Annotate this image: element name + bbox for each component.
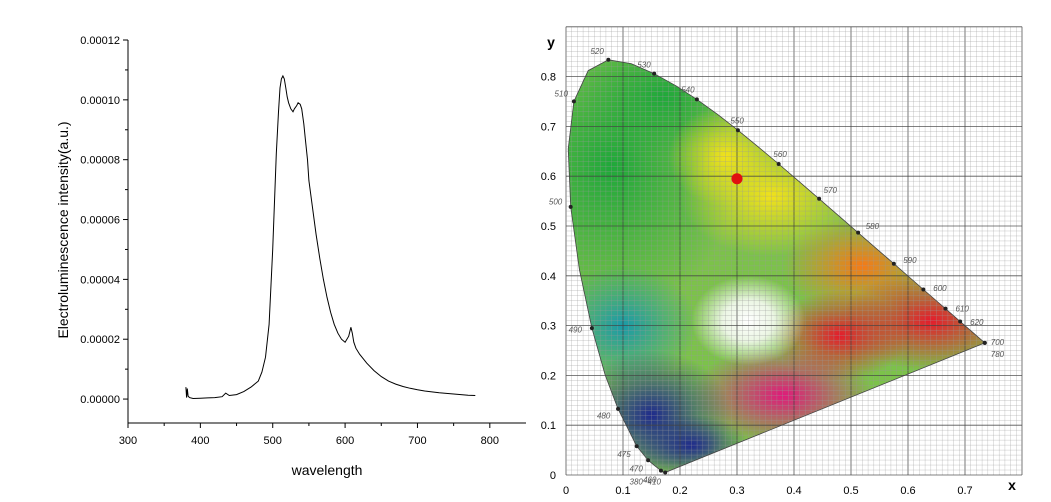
el-x-tick-label: 400	[191, 435, 209, 447]
cie-locus-dot	[694, 97, 699, 102]
el-x-axis-title: wavelength	[291, 462, 363, 478]
cie-y-tick-label: 0.6	[541, 171, 556, 183]
cie-wavelength-label: 460	[643, 475, 657, 484]
cie-locus-dot	[982, 340, 987, 345]
cie-locus-dot	[646, 458, 651, 463]
el-y-tick-label: 0.00000	[80, 394, 120, 406]
cie-locus-dot	[652, 71, 657, 76]
cie-wavelength-label: 620	[970, 318, 984, 327]
cie-wavelength-label: 380~410	[630, 478, 662, 487]
cie-x-tick-label: 0.1	[615, 485, 630, 497]
cie-wavelength-label: 560	[773, 150, 787, 159]
cie-y-axis-title: y	[547, 34, 555, 50]
cie-y-tick-label: 0.2	[541, 370, 556, 382]
cie-y-tick-label: 0.4	[541, 271, 556, 283]
el-x-tick-label: 500	[264, 435, 282, 447]
el-y-tick-label: 0.00008	[80, 155, 120, 167]
el-y-axis-title: Electroluminescence intensity(a.u.)	[55, 121, 71, 338]
cie-wavelength-label: 700	[991, 338, 1005, 347]
cie-x-tick-label: 0.2	[672, 485, 687, 497]
cie-locus-dot	[776, 161, 781, 166]
cie-grid	[565, 26, 1023, 476]
cie-locus-dot	[634, 444, 639, 449]
cie-y-ticks: 0 0.1 0.2 0.3 0.4 0.5 0.6 0.7 0.8	[541, 72, 556, 482]
el-x-ticks: 300 400 500 600 700 800	[119, 423, 499, 447]
el-y-tick-label: 0.00004	[80, 274, 120, 286]
cie-locus-dot	[817, 196, 822, 201]
el-spectrum-line	[185, 74, 476, 400]
cie-wavelength-label: 570	[824, 186, 838, 195]
cie-wavelength-label: 590	[903, 256, 917, 265]
el-x-tick-label: 800	[481, 435, 499, 447]
cie-locus-dot	[571, 99, 576, 104]
cie-wavelength-label: 475	[617, 450, 631, 459]
cie-measured-point	[731, 173, 743, 185]
cie-x-tick-label: 0.7	[957, 485, 972, 497]
cie-wavelength-label: 530	[637, 60, 651, 69]
cie-wavelength-label: 540	[681, 86, 695, 95]
cie-wavelength-label: 490	[569, 325, 583, 334]
el-y-tick-label: 0.00006	[80, 215, 120, 227]
cie-wavelength-label: 500	[549, 197, 563, 206]
cie-x-tick-label: 0.5	[843, 485, 858, 497]
cie-wavelength-label: 580	[866, 222, 880, 231]
cie-x-axis-title: x	[1008, 477, 1016, 493]
cie-wavelength-label: 520	[590, 47, 604, 56]
cie-y-tick-label: 0.8	[541, 72, 556, 84]
el-spectrum-chart: 300 400 500 600 700 800 0.00000 0.00002 0.00004…	[55, 35, 526, 478]
cie-locus-dot	[616, 406, 621, 411]
cie-y-tick-label: 0.7	[541, 121, 556, 133]
cie-locus-dot	[735, 128, 740, 133]
cie-locus-dot	[589, 326, 594, 331]
cie-locus-dot	[921, 287, 926, 292]
cie-locus-dot	[568, 204, 573, 209]
cie-locus-dot	[856, 230, 861, 235]
el-x-tick-label: 300	[119, 435, 137, 447]
cie-locus-dot	[943, 306, 948, 311]
cie-locus-dot	[958, 319, 963, 324]
el-y-tick-label: 0.00002	[80, 334, 120, 346]
el-x-tick-label: 700	[408, 435, 426, 447]
cie-y-tick-label: 0	[550, 470, 556, 482]
cie-y-tick-label: 0.5	[541, 221, 556, 233]
cie-wavelength-label: 780	[991, 350, 1005, 359]
cie-x-tick-label: 0.6	[900, 485, 915, 497]
el-y-ticks: 0.00000 0.00002 0.00004 0.00006 0.00008 0.000…	[80, 35, 128, 406]
cie-points	[731, 173, 743, 185]
cie-spectral-locus	[567, 59, 986, 473]
cie-x-tick-label: 0.4	[786, 485, 801, 497]
cie-y-tick-label: 0.3	[541, 321, 556, 333]
cie-x-ticks: 0 0.1 0.2 0.3 0.4 0.5 0.6 0.7	[563, 485, 973, 497]
cie-wavelength-label: 600	[933, 284, 947, 293]
cie-y-tick-label: 0.1	[541, 420, 556, 432]
el-y-tick-label: 0.00012	[80, 35, 120, 47]
cie-wavelength-label: 610	[956, 305, 970, 314]
cie-wavelength-label: 480	[597, 411, 611, 420]
cie-x-tick-label: 0	[563, 485, 569, 497]
cie-x-tick-label: 0.3	[729, 485, 744, 497]
cie-wavelength-label: 550	[730, 116, 744, 125]
el-x-tick-label: 600	[336, 435, 354, 447]
cie-locus-dot	[606, 57, 611, 62]
cie-wavelength-label: 510	[555, 89, 569, 98]
cie-locus-dot	[658, 468, 663, 473]
cie-locus-dot	[891, 261, 896, 266]
cie-locus-dot	[663, 470, 668, 475]
el-y-tick-label: 0.00010	[80, 95, 120, 107]
cie-wavelength-label: 470	[629, 465, 643, 474]
